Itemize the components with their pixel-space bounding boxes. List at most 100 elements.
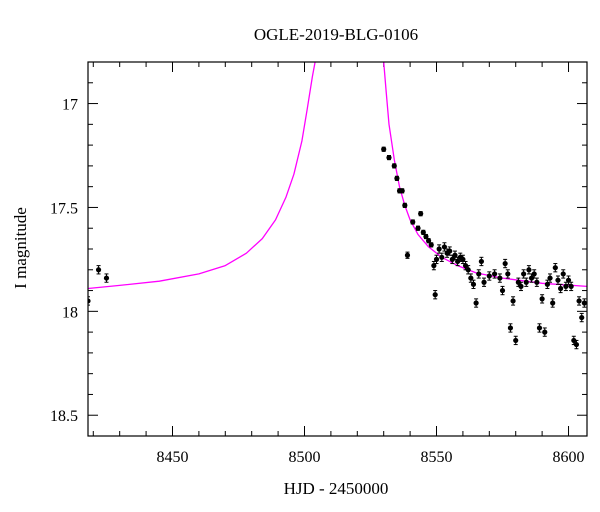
data-marker [481,279,487,285]
data-point [557,283,564,294]
data-point [418,211,424,217]
data-point [473,298,479,308]
data-point [425,238,432,244]
data-marker [581,300,587,306]
data-marker [425,238,432,244]
data-point [536,323,543,333]
data-point [502,258,508,269]
data-marker [510,298,516,304]
data-point [394,175,400,181]
plot-frame [87,61,588,437]
data-marker [505,271,511,277]
data-point [563,281,569,292]
data-marker [391,163,397,169]
data-point [470,279,477,289]
data-point [402,202,408,208]
data-marker [518,283,524,289]
model-curve-rise [88,62,316,290]
data-point [481,277,487,287]
data-marker [531,271,537,277]
data-marker [447,248,453,254]
data-point [428,242,434,248]
data-marker [103,275,110,281]
data-marker [499,287,506,294]
data-point [386,154,392,161]
chart-title: OGLE-2019-BLG-0106 [254,25,418,44]
data-point [542,327,548,337]
data-marker [478,258,484,265]
data-point [555,275,561,285]
x-tick-label: 8550 [421,449,453,466]
data-marker [576,298,582,304]
data-marker [386,154,392,161]
data-marker [486,273,492,279]
x-tick-label: 8600 [553,449,585,466]
data-point [439,252,445,262]
data-marker [470,281,477,287]
data-marker [573,341,580,348]
data-point [565,275,572,285]
data-point [539,294,545,304]
data-marker [528,275,535,281]
axis-tick-labels: 8450 8500 8550 8600 17 17.5 18 18.5 [50,97,585,466]
data-point [528,273,535,283]
data-point [381,146,387,152]
data-marker [526,267,532,273]
data-marker [571,337,577,344]
data-marker [502,260,508,267]
y-tick-label: 17 [62,97,78,114]
data-marker [555,277,561,283]
y-axis-label: I magnitude [11,207,30,289]
data-point [547,273,553,283]
data-point [432,290,438,300]
data-marker [515,279,521,285]
model-curve-layer [88,62,587,290]
data-marker [579,314,585,321]
data-marker [521,271,527,277]
data-point [447,246,453,256]
data-marker [491,271,498,277]
data-marker [402,202,408,208]
model-curve-decline [383,62,587,288]
data-marker [563,283,569,289]
data-point [550,298,556,308]
data-marker [536,325,543,331]
data-marker [565,277,572,283]
y-tick-label: 18.5 [50,408,78,425]
data-point [491,269,498,279]
data-points-layer [88,146,587,350]
data-marker [423,233,429,240]
data-point [476,269,482,279]
data-marker [460,256,466,262]
data-point [431,260,437,271]
data-point [415,225,421,231]
data-marker [568,283,574,289]
data-point [571,335,577,346]
data-point [579,312,585,323]
y-tick-label: 17.5 [50,200,78,217]
data-marker [433,256,440,262]
data-marker [473,300,479,306]
data-point [436,244,442,254]
data-marker [441,244,448,250]
data-point [95,265,102,275]
data-marker [439,254,445,260]
data-marker [415,225,421,231]
data-point [462,260,469,271]
data-point [88,296,91,306]
data-marker [410,219,416,225]
data-marker [381,146,387,152]
data-point [576,296,582,306]
data-point [513,335,519,346]
data-point [486,271,492,281]
data-marker [539,296,545,302]
data-marker [418,211,424,217]
data-point [521,269,527,279]
data-point [468,273,474,283]
data-point [410,219,416,225]
data-point [573,339,580,350]
data-point [560,269,566,279]
data-marker [507,325,514,331]
data-marker [95,267,102,273]
